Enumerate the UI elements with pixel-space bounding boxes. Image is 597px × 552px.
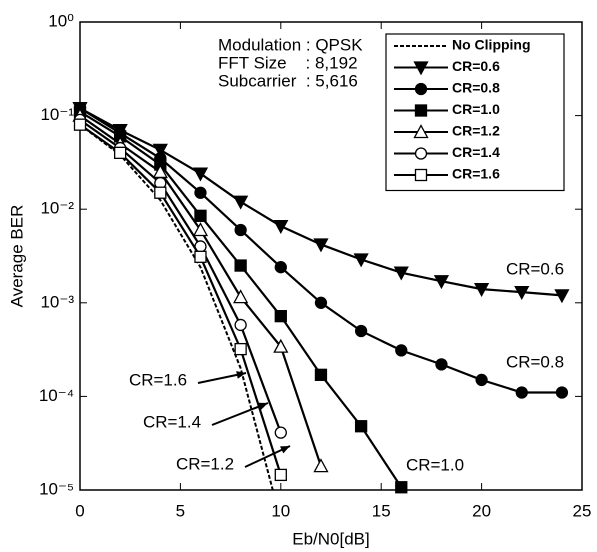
curve-label: CR=1.4 <box>143 412 201 431</box>
data-point <box>273 338 289 353</box>
legend-label: CR=1.6 <box>452 166 500 182</box>
annotation: FFT Size : 8,192 <box>218 53 358 72</box>
data-point <box>313 238 329 253</box>
data-point <box>192 222 209 237</box>
x-tick-label: 20 <box>472 501 491 520</box>
y-tick-label: 10⁻¹ <box>40 105 74 124</box>
data-point <box>274 261 287 274</box>
series-line <box>79 123 282 476</box>
data-point <box>194 250 207 263</box>
arrow-head <box>236 371 246 379</box>
annotation: Subcarrier : 5,616 <box>218 71 358 90</box>
x-tick-label: 25 <box>573 501 592 520</box>
x-tick-label: 0 <box>75 501 84 520</box>
arrow-head <box>280 446 290 454</box>
x-axis-label: Eb/N0[dB] <box>292 529 370 548</box>
legend-marker <box>414 147 428 160</box>
data-point <box>234 259 247 272</box>
data-point <box>554 289 570 304</box>
data-point <box>114 146 127 159</box>
legend-label: CR=0.8 <box>452 80 500 96</box>
data-point <box>393 266 409 281</box>
data-point <box>354 324 368 338</box>
data-point <box>194 209 207 222</box>
legend-label: CR=1.2 <box>452 123 500 139</box>
x-tick-label: 5 <box>176 501 185 520</box>
data-point <box>192 167 209 182</box>
data-point <box>314 368 328 381</box>
data-point <box>152 143 168 158</box>
data-point <box>474 282 490 297</box>
curve-label: CR=1.2 <box>176 454 234 473</box>
data-point <box>555 386 569 399</box>
data-point <box>234 223 247 237</box>
data-point <box>234 342 247 356</box>
legend-marker <box>414 82 428 96</box>
data-point <box>194 186 207 199</box>
data-point <box>435 358 448 371</box>
legend-marker <box>414 168 428 182</box>
curve-label: CR=0.8 <box>506 352 564 371</box>
data-point <box>314 296 328 309</box>
plot-frame <box>79 21 583 491</box>
legend-marker <box>413 124 429 139</box>
data-point <box>274 310 287 323</box>
data-point <box>354 420 368 433</box>
series-line <box>79 118 282 434</box>
y-tick-label: 10⁻² <box>40 199 74 218</box>
series-line <box>79 123 274 491</box>
data-point <box>433 275 450 290</box>
data-point <box>395 481 408 494</box>
data-point <box>273 219 289 234</box>
x-tick-label: 15 <box>372 501 391 520</box>
legend-label: CR=1.4 <box>452 144 500 160</box>
arrow-head <box>258 402 268 410</box>
data-point <box>514 285 530 300</box>
data-point <box>353 253 369 268</box>
curve-label: CR=1.6 <box>129 370 187 389</box>
y-tick-label: 10⁻⁴ <box>39 386 74 405</box>
data-point <box>154 186 167 199</box>
data-point <box>313 458 329 473</box>
y-tick-label: 10⁻⁵ <box>39 479 74 498</box>
x-tick-label: 10 <box>271 501 290 520</box>
data-point <box>233 289 249 304</box>
curve-label: CR=1.0 <box>406 455 464 474</box>
y-axis-label: Average BER <box>7 205 26 308</box>
data-point <box>233 195 249 210</box>
y-tick-label: 10⁻³ <box>40 292 74 311</box>
arrow-shaft <box>211 402 269 426</box>
data-point <box>274 468 287 482</box>
data-point <box>475 373 488 387</box>
legend-marker <box>413 61 429 76</box>
data-point <box>395 344 408 357</box>
legend-label: No Clipping <box>452 37 531 53</box>
legend-label: CR=0.6 <box>452 58 500 74</box>
y-tick-label: 10⁰ <box>48 11 74 30</box>
annotation: Modulation : QPSK <box>218 35 363 54</box>
data-point <box>234 318 247 332</box>
data-point <box>515 386 528 399</box>
legend-marker <box>414 104 428 117</box>
data-point <box>73 118 87 131</box>
curve-label: CR=0.6 <box>506 259 564 278</box>
data-point <box>274 426 287 439</box>
legend-label: CR=1.0 <box>452 101 500 117</box>
